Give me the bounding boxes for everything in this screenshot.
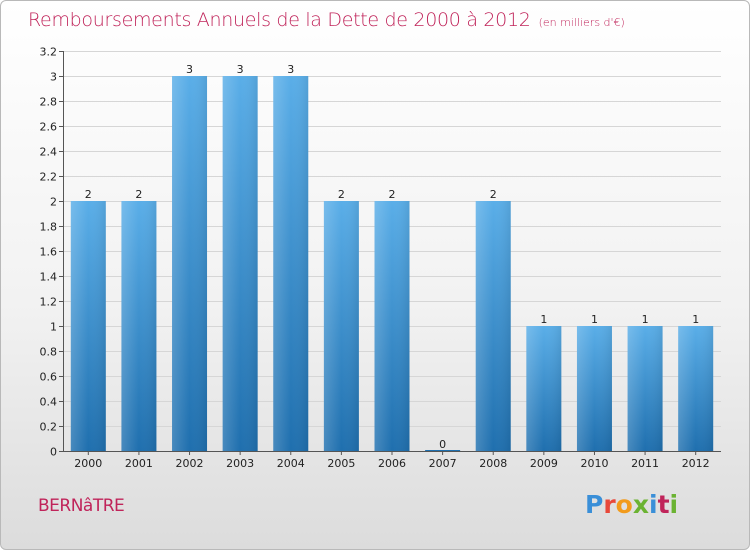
x-axis: 2000 2001 2002 2003 2004 2005 2006 2007 2008 2009…: [63, 451, 721, 470]
data-labels: 2 2 3 3 3 2 2 0 2 1 1 1 1: [85, 63, 699, 451]
logo-letter: x: [632, 490, 649, 519]
y-tick-label: 1.6: [40, 246, 58, 259]
y-tick-label: 2.6: [40, 121, 58, 134]
x-tick-label-2012: 2012: [682, 457, 710, 470]
place-name: BERNâTRE: [38, 496, 125, 516]
data-label-2008: 2: [490, 188, 497, 201]
data-label-2000: 2: [85, 188, 92, 201]
x-tick-label-2007: 2007: [429, 457, 457, 470]
data-label-2011: 1: [642, 313, 649, 326]
y-axis: 0 0.2 0.4 0.6 0.8 1 1.2 1.4 1.6 1.8 2 2.2 2.4 2.6 2.8 3…: [40, 46, 64, 459]
data-label-2002: 3: [186, 63, 193, 76]
data-label-2010: 1: [591, 313, 598, 326]
x-tick-label-2011: 2011: [631, 457, 659, 470]
data-label-2009: 1: [540, 313, 547, 326]
bar-shade-2011: [627, 326, 663, 451]
data-label-2004: 3: [287, 63, 294, 76]
x-tick-label-2002: 2002: [176, 457, 204, 470]
chart-title-main: Remboursements Annuels de la Dette de 20…: [28, 9, 531, 31]
y-tick-label: 1.4: [40, 271, 58, 284]
y-tick-label: 1.2: [40, 296, 58, 309]
y-tick-label: 0: [50, 446, 57, 459]
y-tick-label: 0.4: [40, 396, 58, 409]
chart-title: Remboursements Annuels de la Dette de 20…: [28, 9, 625, 31]
y-tick-label: 2.2: [40, 171, 58, 184]
logo-letter: r: [603, 490, 616, 519]
y-tick-label: 0.2: [40, 421, 58, 434]
y-tick-label: 3: [50, 71, 57, 84]
x-tick-label-2004: 2004: [277, 457, 305, 470]
x-tick-label-2001: 2001: [125, 457, 153, 470]
x-tick-label-2005: 2005: [327, 457, 355, 470]
data-label-2001: 2: [135, 188, 142, 201]
y-tick-label: 1.8: [40, 221, 58, 234]
logo-letter: o: [615, 490, 633, 519]
bar-shade-2000: [70, 201, 106, 451]
x-tick-label-2000: 2000: [74, 457, 102, 470]
bars: [70, 76, 714, 451]
proxiti-logo[interactable]: Proxiti: [585, 490, 678, 519]
x-tick-label-2009: 2009: [530, 457, 558, 470]
y-tick-label: 3.2: [40, 46, 58, 59]
chart-unit: (en milliers d'€): [538, 16, 625, 29]
logo-letter: t: [657, 490, 670, 519]
data-label-2006: 2: [389, 188, 396, 201]
bar-shade-2004: [273, 76, 309, 451]
y-tick-label: 2.4: [40, 146, 58, 159]
data-label-2005: 2: [338, 188, 345, 201]
data-label-2007: 0: [439, 438, 446, 451]
bar-shade-2003: [222, 76, 258, 451]
bar-shade-2006: [374, 201, 410, 451]
x-tick-label-2008: 2008: [479, 457, 507, 470]
bar-shade-2010: [576, 326, 612, 451]
data-label-2012: 1: [692, 313, 699, 326]
bar-shade-2005: [323, 201, 359, 451]
y-tick-label: 0.8: [40, 346, 58, 359]
x-tick-label-2003: 2003: [226, 457, 254, 470]
x-tick-label-2010: 2010: [580, 457, 608, 470]
x-tick-label-2006: 2006: [378, 457, 406, 470]
logo-letter: i: [669, 490, 679, 519]
y-tick-label: 1: [50, 321, 57, 334]
bar-shade-2001: [121, 201, 157, 451]
logo-letter: P: [585, 490, 604, 519]
y-tick-label: 2.8: [40, 96, 58, 109]
bar-2007[interactable]: [425, 450, 461, 451]
y-tick-label: 2: [50, 196, 57, 209]
bar-shade-2012: [678, 326, 714, 451]
logo-letter: i: [649, 490, 658, 519]
bar-shade-2002: [172, 76, 208, 451]
data-label-2003: 3: [237, 63, 244, 76]
bar-shade-2009: [526, 326, 562, 451]
y-tick-label: 0.6: [40, 371, 58, 384]
bar-shade-2008: [475, 201, 511, 451]
